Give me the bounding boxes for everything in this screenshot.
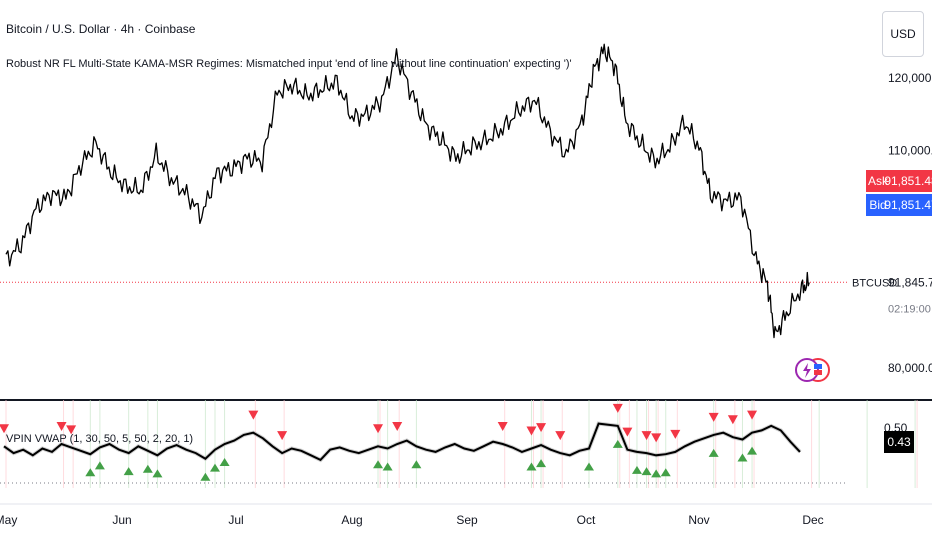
time-axis-tick-label: Jun [112,513,131,527]
down-signal-marker [641,431,652,441]
up-signal-marker [708,448,719,457]
price-axis-tick-label: 80,000.00 [888,361,932,375]
up-signal-marker [612,439,623,448]
price-axis-tick-label: 110,000.00 [888,144,932,158]
up-signal-marker [373,460,384,469]
up-signal-marker [200,472,211,481]
bid-label-badge: Bid [869,198,887,212]
down-signal-marker [373,424,384,434]
up-signal-marker [219,458,230,466]
price-series-line [5,43,810,339]
up-signal-marker [94,461,105,470]
down-signal-marker [56,422,67,431]
up-signal-marker [152,469,163,478]
up-signal-marker [584,462,595,471]
up-signal-marker [142,464,153,473]
up-signal-marker [526,462,537,471]
down-signal-marker [651,433,662,443]
indicator-value-badge: 0.43 [884,431,914,453]
time-axis-tick-label: Aug [341,513,362,527]
up-signal-marker [641,467,652,476]
indicator-legend-text[interactable]: Robust NR FL Multi-State KAMA-MSR Regime… [6,58,572,70]
ask-label-badge: Ask [867,174,888,188]
bid-value-badge: 91,851.47 [884,198,932,212]
price-axis-tick-label: 120,000.00 [888,71,932,85]
indicator-label[interactable]: VPIN VWAP (1, 30, 50, 5, 50, 2, 20, 1) [6,433,194,445]
time-axis-tick-label: Jul [228,513,243,527]
down-signal-marker [536,423,547,433]
down-signal-marker [0,424,9,434]
down-signal-marker [392,422,403,431]
bid-badge-bg [866,194,932,216]
up-signal-marker [123,467,134,476]
down-signal-marker [248,410,259,420]
down-signal-marker [526,426,537,436]
down-signal-marker [497,422,508,431]
up-signal-marker [660,468,671,477]
down-signal-marker [277,431,288,441]
last-price-label: 91,845.74 [888,275,932,289]
tradingview-flags-icon[interactable] [792,350,832,390]
down-signal-marker [612,403,623,413]
down-signal-marker [747,410,758,420]
time-axis-tick-label: Oct [577,513,596,527]
currency-button[interactable]: USD [882,11,924,57]
down-signal-marker [555,431,566,441]
up-signal-marker [536,459,547,468]
down-signal-marker [66,425,77,435]
down-signal-marker [670,429,681,439]
indicator-line [3,422,801,462]
up-signal-marker [747,446,758,455]
up-signal-marker [85,468,96,477]
time-axis-tick-label: Dec [802,513,823,527]
ask-badge-bg [866,170,932,192]
symbol-label: BTCUSD [852,277,897,289]
up-signal-marker [411,460,422,469]
up-signal-marker [382,462,393,471]
down-signal-marker [727,415,738,425]
up-signal-marker [737,453,748,462]
chart-title: Bitcoin / U.S. Dollar · 4h · Coinbase [6,22,196,36]
time-axis-tick-label: Sep [456,513,478,527]
down-signal-marker [708,412,719,422]
up-signal-marker [651,469,662,478]
time-axis-tick-label: May [0,513,17,527]
up-signal-marker [209,463,220,472]
bar-countdown-label: 02:19:00 [888,303,931,315]
ask-value-badge: 91,851.48 [884,174,932,188]
time-axis-tick-label: Nov [688,513,709,527]
down-signal-marker [622,427,633,437]
up-signal-marker [631,465,642,474]
